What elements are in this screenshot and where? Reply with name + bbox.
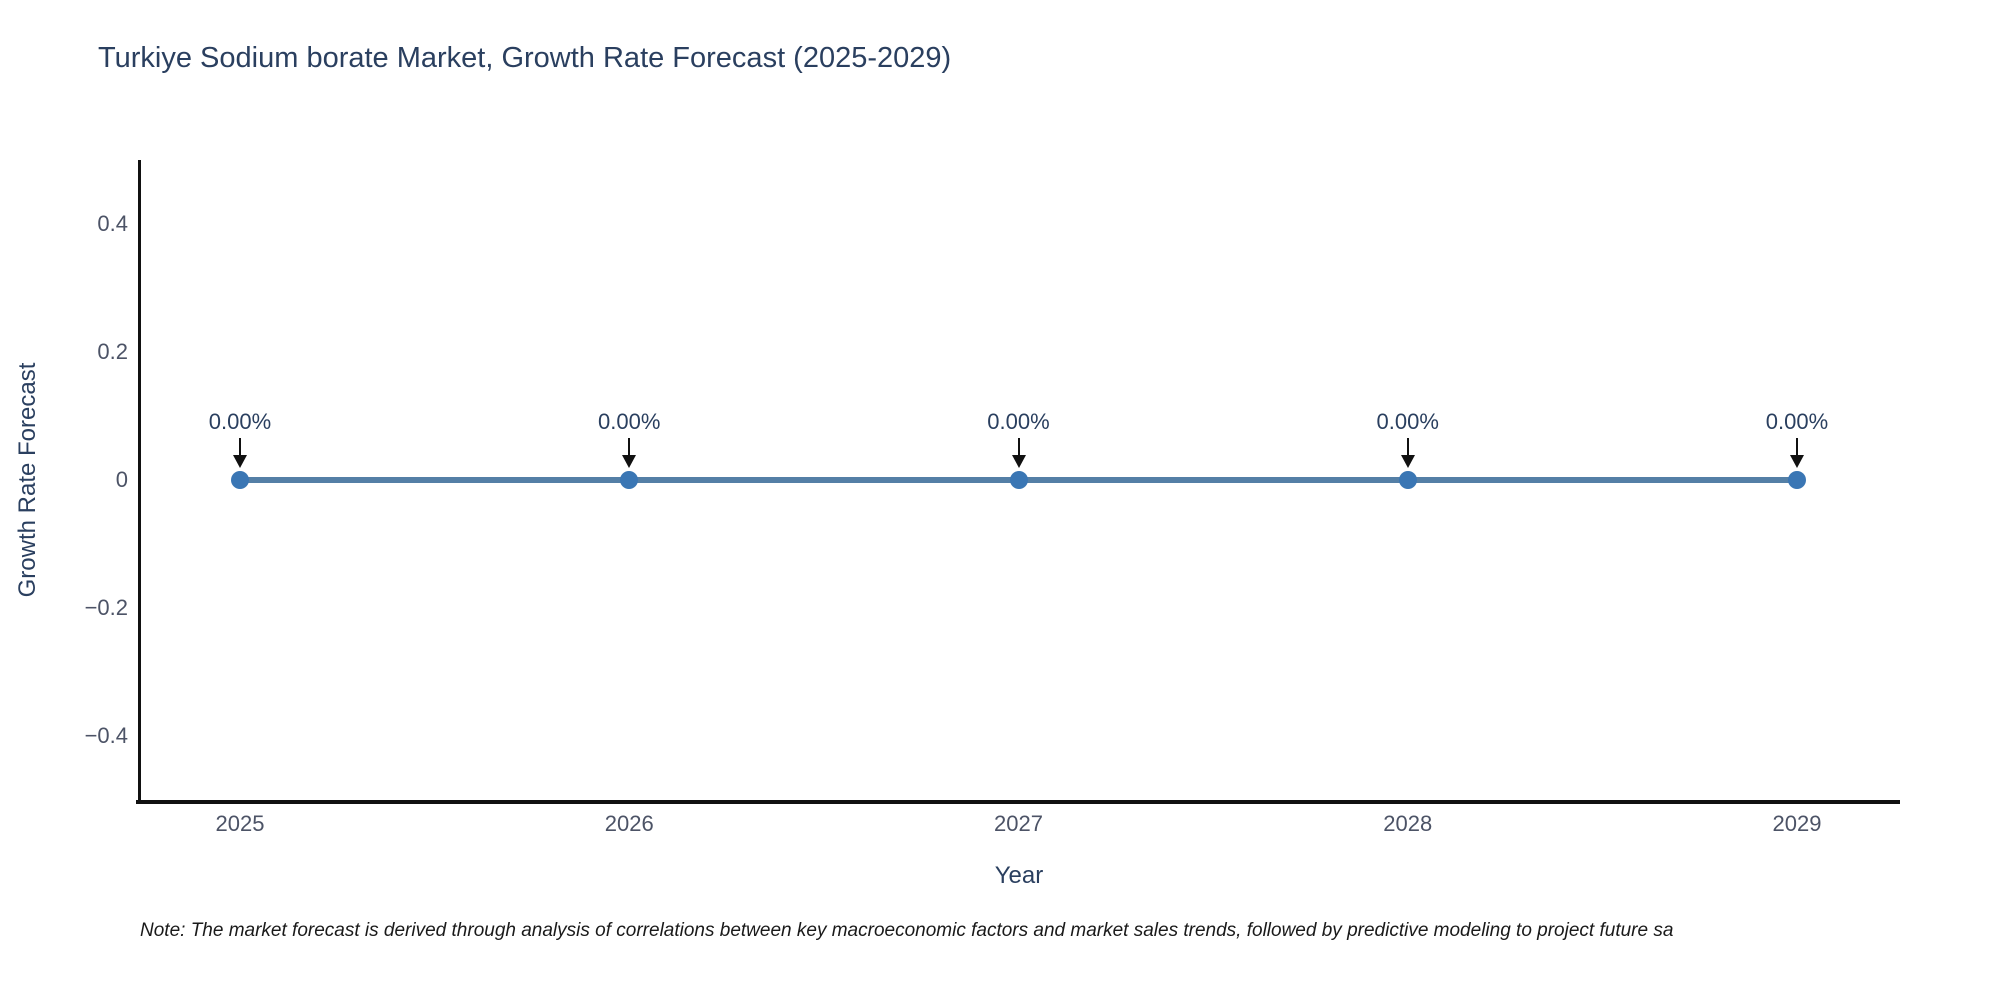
- chart-title: Turkiye Sodium borate Market, Growth Rat…: [98, 42, 952, 74]
- point-value-label: 0.00%: [1765, 409, 1829, 434]
- data-point-marker: [1009, 471, 1028, 489]
- x-tick-label: 2026: [604, 811, 654, 836]
- point-value-label: 0.00%: [208, 409, 272, 434]
- x-axis-title: Year: [994, 862, 1044, 889]
- x-axis-line: [136, 800, 1900, 804]
- data-point-marker: [1398, 471, 1417, 489]
- series-line-segment: [1018, 477, 1408, 483]
- point-value-label: 0.00%: [598, 409, 661, 434]
- data-point-marker: [1788, 471, 1806, 489]
- annotation-arrow-stem: [1796, 438, 1798, 456]
- annotation-arrow-head: [233, 455, 247, 468]
- x-tick-label: 2027: [994, 811, 1043, 836]
- y-tick-label: −0.4: [84, 723, 128, 748]
- annotation-arrow-head: [1400, 455, 1415, 468]
- x-tick-label: 2029: [1772, 811, 1822, 836]
- y-tick-label: 0.2: [97, 339, 128, 364]
- data-point-marker: [231, 471, 249, 489]
- point-value-label: 0.00%: [1376, 409, 1439, 434]
- footnote-text: Note: The market forecast is derived thr…: [140, 920, 1674, 941]
- series-line-segment: [1407, 477, 1797, 483]
- y-tick-label: −0.2: [84, 595, 128, 620]
- x-tick-label: 2028: [1383, 811, 1433, 836]
- annotation-arrow-stem: [1017, 438, 1020, 456]
- data-point-marker: [620, 471, 639, 489]
- series-line-segment: [629, 477, 1019, 483]
- y-tick-label: 0: [115, 467, 128, 492]
- annotation-arrow-head: [622, 455, 637, 468]
- annotation-arrow-head: [1790, 455, 1804, 468]
- y-tick-label: 0.4: [97, 211, 128, 236]
- annotation-arrow-stem: [1406, 438, 1409, 456]
- y-axis-line: [138, 160, 141, 804]
- annotation-arrow-head: [1011, 455, 1026, 468]
- annotation-arrow-stem: [239, 438, 241, 456]
- annotation-arrow-stem: [628, 438, 631, 456]
- point-value-label: 0.00%: [987, 409, 1050, 434]
- x-tick-label: 2025: [215, 811, 265, 836]
- series-line-segment: [240, 477, 630, 483]
